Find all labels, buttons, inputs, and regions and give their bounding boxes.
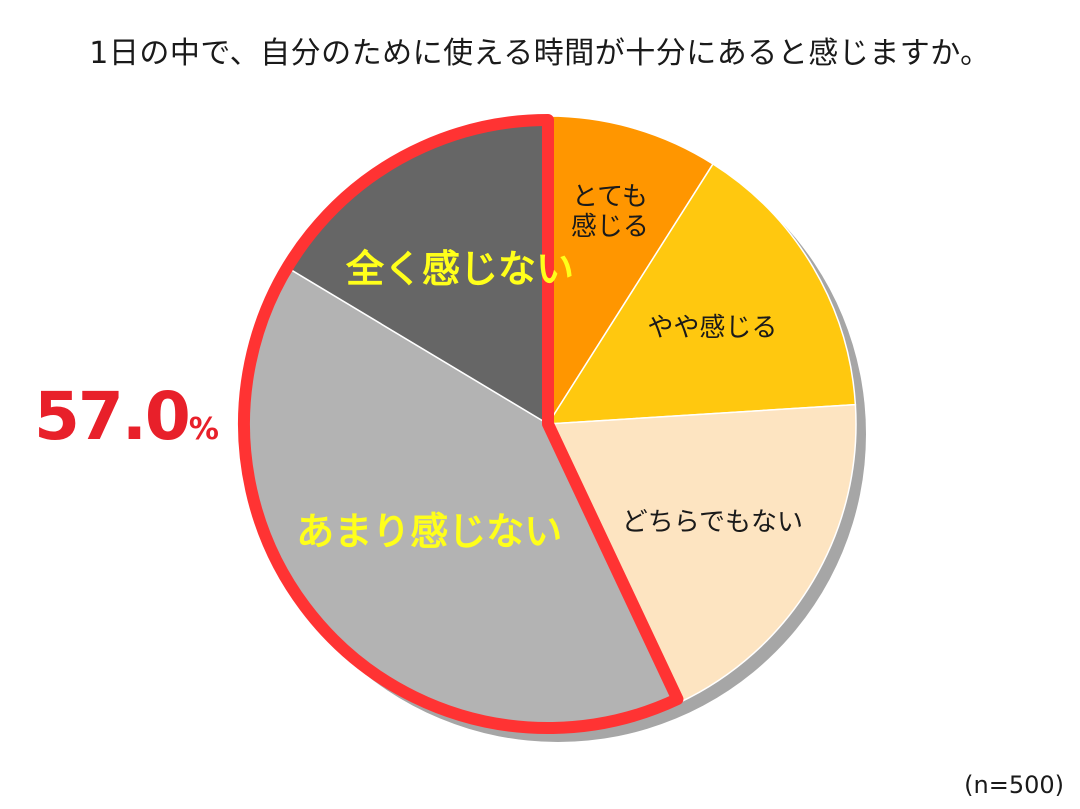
highlight-total: 57.0% bbox=[34, 378, 219, 455]
slice-label-1: とても感じる bbox=[571, 182, 649, 242]
pie-slice-1 bbox=[547, 115, 715, 427]
highlight-total-value: 57.0 bbox=[34, 378, 191, 455]
pie-slice-2 bbox=[546, 162, 857, 425]
pie-slices bbox=[239, 115, 857, 733]
slice-label-2: やや感じる bbox=[647, 313, 777, 343]
slice-label-3: どちらでもない bbox=[622, 507, 803, 537]
highlight-total-unit: % bbox=[188, 412, 219, 447]
pie-slice-3 bbox=[546, 403, 857, 704]
slice-label-4: あまり感じない bbox=[296, 510, 562, 554]
chart-title: 1日の中で、自分のために使える時間が十分にあると感じますか。 bbox=[89, 36, 991, 71]
slice-label-5: 全く感じない bbox=[345, 247, 574, 291]
highlight-outline bbox=[238, 114, 684, 734]
highlight-group-outline bbox=[238, 114, 684, 734]
sample-size-note: (n=500) bbox=[964, 771, 1064, 799]
